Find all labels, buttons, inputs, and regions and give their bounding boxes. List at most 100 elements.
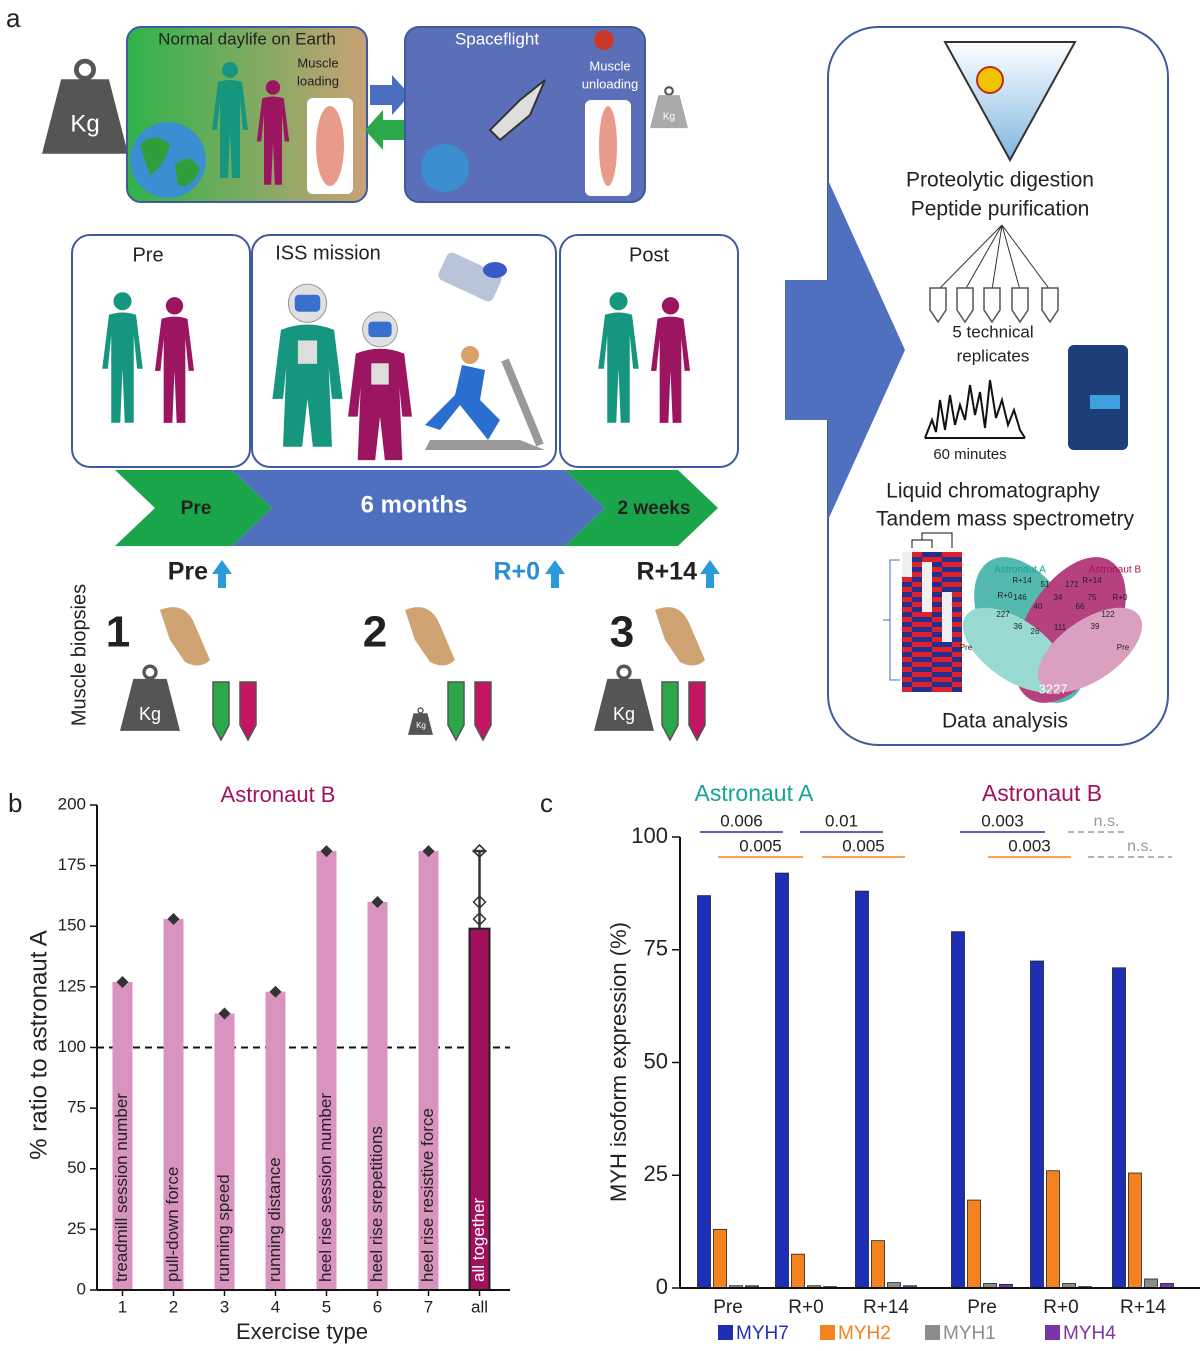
significance-label: 0.005 [842,836,885,855]
heatmap-cell [952,677,962,682]
x-tick-label: 3 [220,1297,229,1316]
bar [967,1199,981,1289]
heatmap-cell [952,642,962,647]
x-axis-label: Exercise type [236,1319,368,1344]
y-tick-label: 25 [67,1219,86,1238]
heatmap-cell [942,607,952,612]
heatmap-cell [952,592,962,597]
heatmap-cell [932,627,942,632]
workflow-step: Liquid chromatography [886,480,1100,503]
shape [956,287,974,324]
x-tick-label: R+0 [788,1297,823,1318]
heatmap-cell [952,647,962,652]
heatmap-cell [902,587,912,592]
heatmap-cell [902,687,912,692]
heatmap-cell [922,632,932,637]
bar [791,1253,805,1289]
heatmap-cell [942,622,952,627]
heatmap-cell [942,667,952,672]
marker [116,976,129,989]
bar [697,895,711,1289]
venn-count: 66 [1076,602,1085,611]
heatmap-cell [942,587,952,592]
heatmap-cell [952,567,962,572]
heatmap-cell [932,667,942,672]
bar [1144,1278,1158,1289]
shape [700,560,720,588]
mars [594,30,614,50]
heatmap-cell [912,572,922,577]
heatmap-cell [902,612,912,617]
workflow-step: 60 minutes [933,446,1006,463]
heatmap-cell [952,607,962,612]
heatmap-cell [952,562,962,567]
marker [167,912,180,925]
heatmap-cell [942,662,952,667]
venn-count: 3227 [1039,681,1068,696]
heatmap-cell [902,577,912,582]
legend-label: MYH2 [838,1323,891,1344]
heatmap-cell [932,652,942,657]
venn-title: Astronaut B [1089,565,1142,576]
heatmap-cell [902,642,912,647]
shape [239,681,257,742]
group-label: Astronaut B [982,780,1102,806]
panel-label: c [540,788,553,818]
y-tick-label: 50 [67,1158,86,1177]
heatmap-cell [932,582,942,587]
heatmap-cell [932,637,942,642]
heatmap-cell [922,577,932,582]
timepoint-label: R+0 [493,558,540,586]
heatmap-cell [932,597,942,602]
heatmap-cell [952,582,962,587]
shape [474,681,492,742]
heatmap-cell [922,637,932,642]
workflow-step: Peptide purification [911,198,1090,221]
heatmap-cell [942,627,952,632]
heatmap-cell [912,662,922,667]
x-tick-label: 4 [271,1297,280,1316]
workflow-step: Proteolytic digestion [906,169,1094,192]
venn-timepoint: R+0 [998,591,1013,600]
weight-label: Kg [70,110,99,137]
venn-count: 39 [1091,622,1100,631]
significance-label: 0.003 [981,811,1024,830]
heatmap-cell [922,602,932,607]
heatmap-cell [952,552,962,557]
x-tick-label: R+14 [1120,1297,1166,1318]
venn-timepoint: Pre [960,643,973,652]
earth-title: Normal daylife on Earth [158,29,336,48]
heatmap-cell [952,662,962,667]
venn-count: 75 [1088,593,1097,602]
heatmap-cell [912,677,922,682]
marker [371,896,384,908]
x-tick-label: 6 [373,1297,382,1316]
heatmap-cell [902,567,912,572]
heatmap-cell [922,617,932,622]
heatmap-cell [912,612,922,617]
heatmap-cell [902,652,912,657]
heatmap-cell [952,617,962,622]
tubes [212,681,706,742]
heatmap-cell [952,572,962,577]
arrow-right [370,75,410,115]
runner [425,365,500,440]
heatmap-cell [902,632,912,637]
heatmap-cell [902,662,912,667]
heatmap-cell [912,672,922,677]
bar [418,851,439,1290]
heatmap-cell [912,552,922,557]
heatmap-cell [932,672,942,677]
bar-label: heel rise session number [316,1093,335,1282]
heatmap-cell [942,637,952,642]
heatmap-cell [922,642,932,647]
weight-label: Kg [663,112,675,123]
heatmap-cell [942,657,952,662]
timeline-pre [115,470,272,546]
bar-label: heel rise resistive force [418,1108,437,1282]
heatmap-cell [902,637,912,642]
arrow-left [365,110,405,150]
workflow-step: replicates [957,346,1030,365]
heatmap-cell [942,567,952,572]
heatmap-cell [932,617,942,622]
